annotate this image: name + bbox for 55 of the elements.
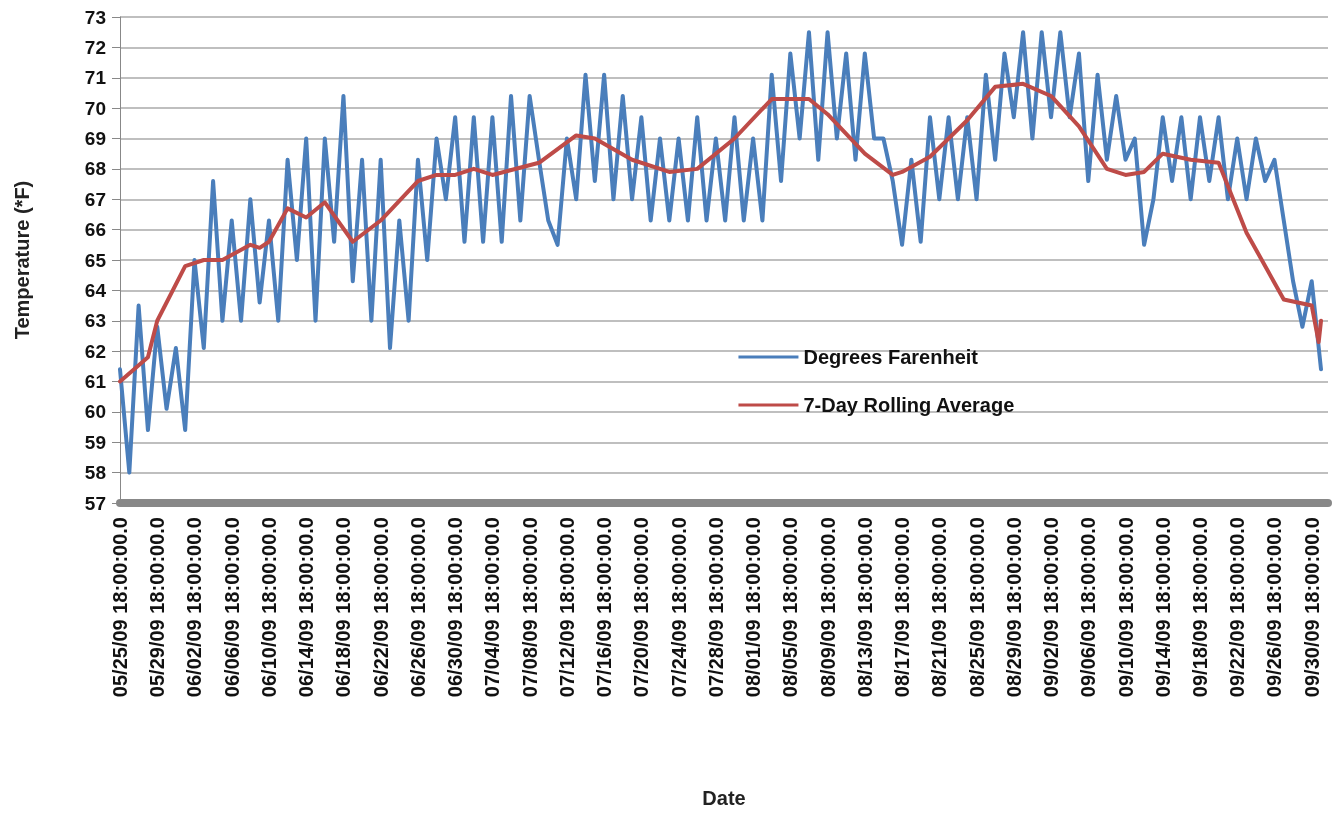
x-tick-label: 06/18/09 18:00:00.0 <box>332 517 355 698</box>
y-tick-label: 72 <box>84 36 106 58</box>
y-tick-label: 70 <box>84 97 106 119</box>
x-tick-label: 06/02/09 18:00:00.0 <box>183 517 206 698</box>
y-tick-label: 73 <box>84 6 106 28</box>
x-tick-label: 07/20/09 18:00:00.0 <box>630 517 653 698</box>
x-tick-label: 09/22/09 18:00:00.0 <box>1226 517 1249 698</box>
x-tick-label: 07/16/09 18:00:00.0 <box>593 517 616 698</box>
x-tick-label: 09/18/09 18:00:00.0 <box>1188 517 1211 698</box>
x-tick-label: 08/13/09 18:00:00.0 <box>853 517 876 698</box>
y-tick-label: 63 <box>84 310 106 332</box>
x-tick-label: 05/29/09 18:00:00.0 <box>146 517 169 698</box>
y-tick-label: 68 <box>84 158 106 180</box>
x-tick-label: 07/04/09 18:00:00.0 <box>481 517 504 698</box>
y-tick-label: 67 <box>84 188 106 210</box>
x-tick-label: 08/21/09 18:00:00.0 <box>928 517 951 698</box>
x-tick-label: 05/25/09 18:00:00.0 <box>109 517 131 698</box>
x-tick-label: 09/14/09 18:00:00.0 <box>1151 517 1174 698</box>
line-series <box>118 30 1324 475</box>
y-tick-label: 65 <box>84 249 107 271</box>
x-axis-title: Date <box>702 787 746 809</box>
x-tick-label: 07/24/09 18:00:00.0 <box>667 517 690 698</box>
x-tick-label: 08/09/09 18:00:00.0 <box>816 517 839 698</box>
x-tick-label: 09/02/09 18:00:00.0 <box>1040 517 1063 698</box>
x-tick-label: 07/12/09 18:00:00.0 <box>555 517 578 698</box>
x-tick-label: 06/14/09 18:00:00.0 <box>295 517 318 698</box>
x-tick-label: 06/26/09 18:00:00.0 <box>406 517 429 698</box>
x-tick-label: 07/28/09 18:00:00.0 <box>704 517 727 698</box>
y-tick-label: 71 <box>84 67 107 89</box>
x-tick-label: 08/01/09 18:00:00.0 <box>742 517 765 698</box>
legend-label: Degrees Farenheit <box>803 346 979 368</box>
x-tick-label: 09/26/09 18:00:00.0 <box>1263 517 1286 698</box>
x-tick-label: 06/22/09 18:00:00.0 <box>369 517 392 698</box>
x-tick-label: 07/08/09 18:00:00.0 <box>518 517 541 698</box>
y-tick-label: 61 <box>84 371 107 392</box>
y-tick-label: 60 <box>84 401 106 423</box>
x-tick-label: 06/30/09 18:00:00.0 <box>444 517 467 698</box>
y-tick-label: 62 <box>84 340 106 362</box>
x-tick-label: 09/06/09 18:00:00.0 <box>1077 517 1100 698</box>
x-tick-label: 08/17/09 18:00:00.0 <box>891 517 914 698</box>
y-tick-label: 58 <box>84 462 106 484</box>
y-tick-label: 66 <box>84 219 106 241</box>
y-tick-label: 69 <box>84 128 106 149</box>
y-tick-label: 59 <box>84 431 106 453</box>
y-tick-label: 57 <box>84 492 106 514</box>
x-tick-label: 06/06/09 18:00:00.0 <box>220 517 243 698</box>
x-tick-label: 09/10/09 18:00:00.0 <box>1114 517 1137 698</box>
x-tick-label: 08/25/09 18:00:00.0 <box>965 517 988 698</box>
legend-label: 7-Day Rolling Average <box>803 394 1015 416</box>
x-tick-label: 08/29/09 18:00:00.0 <box>1002 517 1025 698</box>
y-axis-title: Temperature (*F) <box>11 180 33 340</box>
x-tick-label: 08/05/09 18:00:00.0 <box>779 517 802 698</box>
x-tick-label: 09/30/09 18:00:00.0 <box>1300 517 1323 698</box>
y-tick-label: 64 <box>84 279 107 301</box>
x-tick-label: 06/10/09 18:00:00.0 <box>257 517 280 698</box>
